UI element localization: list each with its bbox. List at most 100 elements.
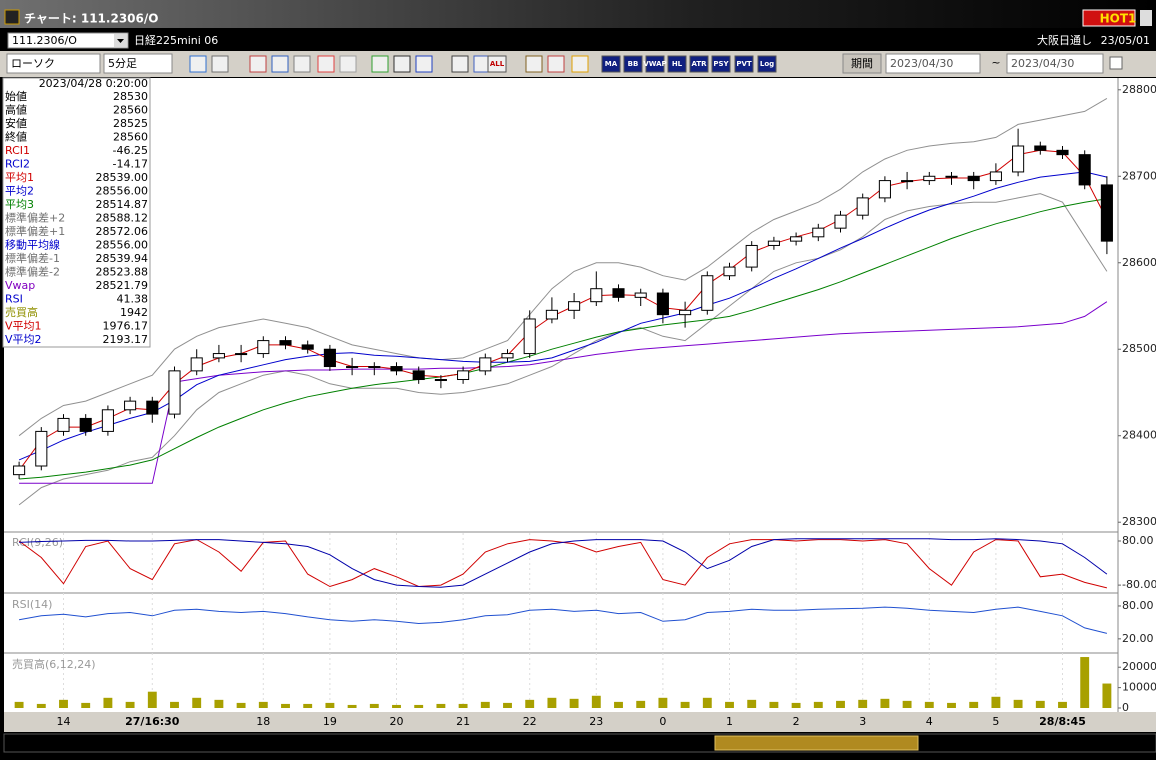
volume-bar	[947, 702, 956, 708]
tool-button[interactable]	[601, 55, 621, 73]
tool-icon[interactable]	[249, 55, 267, 73]
info-label: 終値	[5, 130, 27, 144]
from-date-input[interactable]	[885, 53, 981, 74]
tool-button-label: Log	[760, 60, 774, 68]
x-tick-label: 1	[726, 715, 733, 728]
info-label: RCI2	[5, 158, 30, 171]
candle-body	[301, 344, 314, 350]
tool-button[interactable]	[689, 55, 709, 73]
tool-button-label: ATR	[691, 60, 707, 68]
volume-bar	[369, 703, 379, 708]
x-tick-label: 5	[992, 715, 999, 728]
x-tick-label: 18	[256, 715, 270, 728]
indicator-line	[18, 97, 1108, 437]
symbol-input[interactable]	[7, 32, 129, 49]
indicator-line	[19, 301, 1108, 484]
tool-icon[interactable]	[525, 55, 543, 73]
panel-title: 売買高(6,12,24)	[12, 657, 96, 671]
candle-body	[124, 400, 137, 411]
candle-body	[168, 370, 181, 415]
volume-bar	[281, 703, 290, 708]
y-tick-label: 0	[1122, 701, 1129, 714]
tool-button[interactable]	[711, 55, 731, 73]
tool-button[interactable]	[645, 55, 665, 73]
indicator-line	[19, 198, 1107, 480]
tool-button[interactable]	[734, 55, 754, 73]
volume-bar	[880, 698, 890, 708]
volume-bar	[392, 704, 401, 708]
tool-icon[interactable]	[317, 55, 335, 73]
candle-body	[1056, 149, 1069, 156]
tool-icon[interactable]	[371, 55, 389, 73]
candle-body	[545, 309, 558, 320]
tool-icon[interactable]	[415, 55, 433, 73]
volume-bar	[836, 700, 845, 708]
volume-bar	[813, 701, 823, 708]
y-tick-label: 80.00	[1122, 599, 1154, 612]
tool-icon[interactable]	[211, 55, 229, 73]
tool-icon[interactable]	[189, 55, 207, 73]
tool-icon[interactable]	[547, 55, 565, 73]
volume-bar	[458, 703, 468, 708]
scroll-thumb[interactable]	[714, 735, 919, 751]
info-value: 28572.06	[96, 225, 149, 238]
tool-button[interactable]	[623, 55, 643, 73]
tool-button-label: ALL	[490, 60, 505, 68]
tool-icon[interactable]	[571, 55, 589, 73]
toolbar-icons: ALL MA BB VWAP HL ATR PSY PVT Log	[189, 55, 777, 73]
candle-body	[967, 175, 980, 182]
tool-icon[interactable]	[339, 55, 357, 73]
candle-body	[745, 244, 758, 268]
candle-body	[412, 370, 425, 381]
volume-bar	[547, 697, 557, 708]
candle-body	[390, 366, 403, 372]
tool-icon[interactable]	[451, 55, 469, 73]
info-label: 安値	[5, 116, 27, 130]
candle-body	[923, 175, 936, 182]
tool-button[interactable]	[667, 55, 687, 73]
info-value: 28556.00	[96, 239, 149, 252]
candle-body	[656, 292, 669, 316]
info-label: 平均2	[5, 185, 34, 198]
volume-bar	[525, 699, 535, 708]
range-separator: ~	[991, 56, 1000, 69]
candle-body	[856, 197, 869, 216]
tool-icon[interactable]	[293, 55, 311, 73]
style-select[interactable]	[6, 53, 101, 74]
scrollbar[interactable]	[3, 733, 1156, 753]
volume-bar	[325, 702, 335, 708]
candle-body	[901, 180, 914, 183]
x-tick-label: 4	[926, 715, 933, 728]
info-value: 1976.17	[103, 320, 149, 333]
candle-body	[812, 227, 825, 238]
y-tick-label: 80.00	[1122, 534, 1154, 547]
volume-bar	[924, 701, 934, 708]
interval-select[interactable]	[103, 53, 173, 74]
volume-bar	[36, 703, 46, 708]
symbol-date: 23/05/01	[1101, 34, 1150, 47]
candle-body	[235, 353, 248, 356]
badge-scroll[interactable]	[1140, 10, 1152, 26]
tool-button-label: MA	[605, 60, 618, 68]
info-value: 28560	[113, 131, 148, 144]
tool-button[interactable]	[487, 55, 507, 73]
x-tick-label: 22	[523, 715, 537, 728]
symbol-bar	[0, 30, 1156, 50]
session: 大阪日通し	[1037, 33, 1092, 47]
to-date-input[interactable]	[1006, 53, 1104, 74]
tool-icon[interactable]	[271, 55, 289, 73]
period-button[interactable]	[842, 53, 882, 74]
info-value: 28560	[113, 104, 148, 117]
info-value: 2193.17	[103, 333, 149, 346]
volume-bar	[680, 701, 690, 708]
checkbox[interactable]	[1109, 56, 1123, 70]
info-label: 平均3	[5, 198, 34, 211]
candle-body	[945, 175, 958, 178]
hot-badge[interactable]	[1082, 9, 1136, 27]
y-tick-label: 28300	[1122, 515, 1156, 528]
tool-icon[interactable]	[393, 55, 411, 73]
tool-button[interactable]	[757, 55, 777, 73]
info-value: 28539.00	[96, 171, 149, 184]
candle-body	[190, 357, 203, 372]
